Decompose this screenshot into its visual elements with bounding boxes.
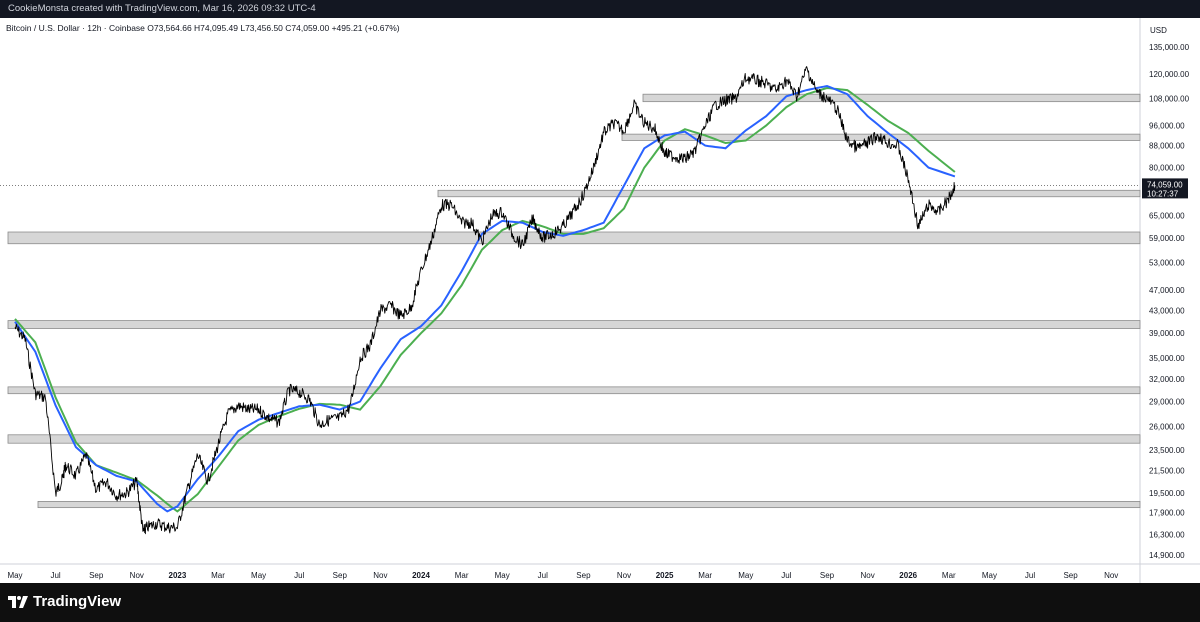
time-axis-tick-label: Jul <box>294 571 304 580</box>
bar-countdown: 10:27:37 <box>1147 189 1179 198</box>
time-axis-tick-label: 2025 <box>656 571 674 580</box>
price-axis-tick-label: 43,000.00 <box>1149 307 1185 316</box>
tradingview-brand: TradingView <box>33 593 122 610</box>
time-axis-tick-label: Sep <box>89 571 104 580</box>
header-title: CookieMonsta created with TradingView.co… <box>8 3 316 14</box>
time-axis-tick-label: Jul <box>1025 571 1035 580</box>
sr-zone <box>37 501 1141 509</box>
ma-slow-line <box>14 86 956 513</box>
price-axis-tick-label: 19,500.00 <box>1149 489 1185 498</box>
price-axis-tick-label: 29,000.00 <box>1149 398 1185 407</box>
price-axis-tick-label: 120,000.00 <box>1149 70 1190 79</box>
time-axis-tick-label: Jul <box>50 571 60 580</box>
time-axis-tick-label: Sep <box>1063 571 1078 580</box>
time-axis-tick-label: May <box>7 571 22 580</box>
price-axis-tick-label: 26,000.00 <box>1149 423 1185 432</box>
chart-header-bar: CookieMonsta created with TradingView.co… <box>0 0 1200 18</box>
footer-bar: TradingView <box>0 583 1200 622</box>
time-axis-tick-label: Nov <box>617 571 631 580</box>
time-axis-tick-label: Nov <box>860 571 874 580</box>
price-axis-tick-label: 53,000.00 <box>1149 259 1185 268</box>
price-axis-tick-label: 96,000.00 <box>1149 122 1185 131</box>
price-axis-tick-label: 16,300.00 <box>1149 530 1185 539</box>
time-axis-tick-label: May <box>251 571 266 580</box>
sr-zone <box>7 386 1141 395</box>
price-axis-tick-label: 32,000.00 <box>1149 375 1185 384</box>
time-axis-tick-label: May <box>738 571 753 580</box>
tradingview-logo[interactable]: TradingView <box>8 593 121 610</box>
sr-zone <box>642 93 1141 103</box>
price-axis-tick-label: 108,000.00 <box>1149 94 1190 103</box>
price-axis-tick-label: 65,000.00 <box>1149 211 1185 220</box>
price-axis-tick-label: 135,000.00 <box>1149 43 1190 52</box>
time-axis-tick-label: May <box>982 571 997 580</box>
price-axis-tick-label: 88,000.00 <box>1149 142 1185 151</box>
time-axis-tick-label: Nov <box>373 571 387 580</box>
sr-zone <box>7 434 1141 444</box>
price-axis-tick-label: 21,500.00 <box>1149 466 1185 475</box>
time-axis-tick-label: Jul <box>781 571 791 580</box>
last-price-badge <box>1142 178 1188 199</box>
time-axis-tick-label: Sep <box>576 571 591 580</box>
time-axis-tick-label: Sep <box>333 571 348 580</box>
symbol-ohlc-legend: Bitcoin / U.S. Dollar · 12h · Coinbase O… <box>6 23 400 33</box>
time-axis-tick-label: Sep <box>820 571 835 580</box>
sr-zone <box>7 320 1141 329</box>
price-axis-tick-label: 47,000.00 <box>1149 286 1185 295</box>
currency-label: USD <box>1150 26 1167 35</box>
ma-fast-line <box>14 84 956 513</box>
price-axis-tick-label: 39,000.00 <box>1149 329 1185 338</box>
time-axis-tick-label: Nov <box>130 571 144 580</box>
time-axis-tick-label: Mar <box>942 571 956 580</box>
chart-area[interactable]: 135,000.00 120,000.00 108,000.00 96,000.00 8… <box>0 18 1200 583</box>
time-axis-tick-label: Jul <box>538 571 548 580</box>
time-axis-tick-label: Nov <box>1104 571 1118 580</box>
time-axis-tick-label: 2026 <box>899 571 917 580</box>
price-chart[interactable]: 135,000.00 120,000.00 108,000.00 96,000.00 8… <box>0 18 1200 583</box>
price-axis-tick-label: 14,900.00 <box>1149 551 1185 560</box>
time-axis-tick-label: Mar <box>698 571 712 580</box>
time-axis-tick-label: Mar <box>211 571 225 580</box>
tradingview-logo-icon <box>8 595 28 608</box>
price-axis-tick-label: 59,000.00 <box>1149 234 1185 243</box>
price-axis-tick-label: 80,000.00 <box>1149 164 1185 173</box>
sr-zone <box>437 189 1141 198</box>
time-axis-tick-label: 2024 <box>412 571 430 580</box>
last-price-value: 74,059.00 <box>1147 180 1183 189</box>
price-series-line <box>14 66 956 535</box>
time-axis-tick-label: Mar <box>455 571 469 580</box>
price-axis-tick-label: 35,000.00 <box>1149 354 1185 363</box>
price-axis-tick-label: 17,900.00 <box>1149 509 1185 518</box>
time-axis-tick-label: 2023 <box>169 571 187 580</box>
price-axis-tick-label: 23,500.00 <box>1149 446 1185 455</box>
time-axis-tick-label: May <box>495 571 510 580</box>
